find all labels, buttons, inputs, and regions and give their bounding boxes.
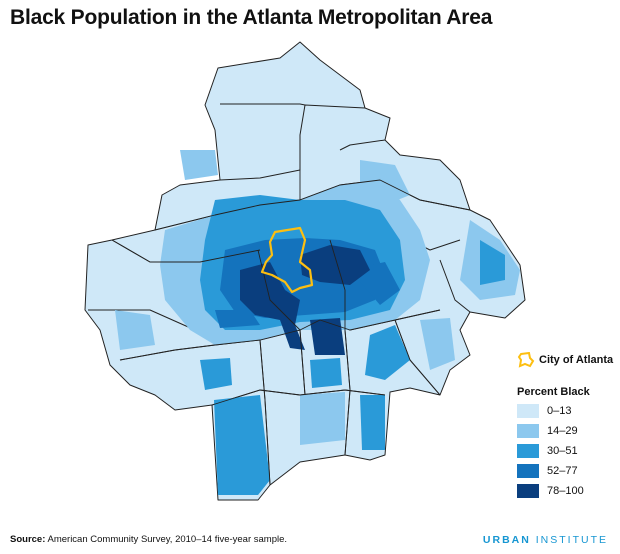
legend-class: 30–51: [517, 444, 613, 458]
legend-class: 0–13: [517, 404, 613, 418]
city-outline-icon: [517, 352, 535, 368]
legend-class: 52–77: [517, 464, 613, 478]
legend-swatch: [517, 424, 539, 438]
legend-class-label: 52–77: [547, 465, 578, 477]
page-title: Black Population in the Atlanta Metropol…: [10, 6, 493, 29]
source-text: American Community Survey, 2010–14 five-…: [47, 534, 288, 545]
map-legend: City of Atlanta Percent Black 0–13 14–29 3…: [517, 352, 613, 504]
legend-class: 78–100: [517, 484, 613, 498]
legend-title: Percent Black: [517, 386, 590, 398]
legend-class-label: 78–100: [547, 485, 584, 497]
legend-class-label: 14–29: [547, 425, 578, 437]
legend-swatch: [517, 404, 539, 418]
brand-part2: INSTITUTE: [535, 534, 608, 546]
brand-part1: URBAN: [482, 534, 531, 546]
brand-logo: URBAN INSTITUTE: [483, 534, 608, 546]
legend-class-label: 0–13: [547, 405, 572, 417]
city-of-atlanta-boundary: [260, 226, 314, 294]
legend-swatch: [517, 484, 539, 498]
source-label: Source:: [10, 534, 46, 545]
city-legend-label: City of Atlanta: [539, 354, 614, 366]
legend-class-label: 30–51: [547, 445, 578, 457]
legend-swatch: [517, 444, 539, 458]
city-legend-item: City of Atlanta: [517, 352, 613, 368]
legend-swatch: [517, 464, 539, 478]
source-note: Source: American Community Survey, 2010–…: [10, 534, 287, 545]
legend-class: 14–29: [517, 424, 613, 438]
